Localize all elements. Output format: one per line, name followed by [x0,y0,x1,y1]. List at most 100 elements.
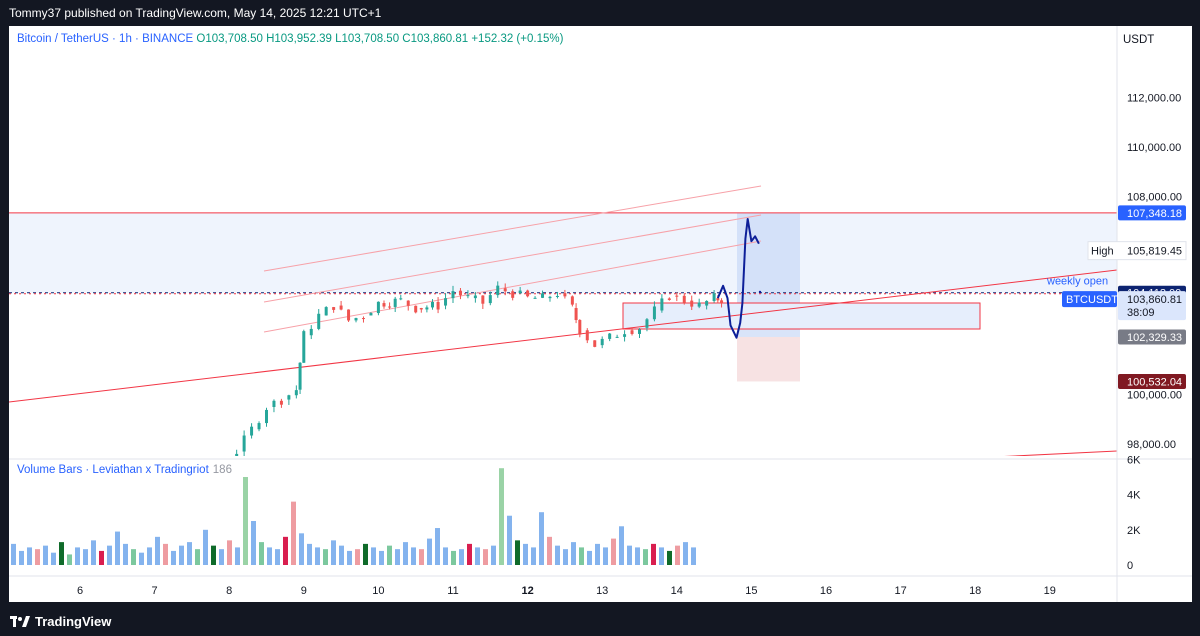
candle-body-92 [712,293,716,301]
candle-body-79 [615,336,619,338]
candle-body-56 [451,291,455,299]
volume-tick-1: 4K [1127,490,1141,502]
candle-body-46 [388,306,392,308]
candle-body-54 [436,301,440,310]
currency-label[interactable]: USDT [1123,34,1155,46]
volume-bar-39 [323,549,328,565]
volume-bar-66 [539,512,544,565]
candle-body-37 [324,307,328,316]
volume-bar-70 [571,542,576,565]
stop-tag: 100,532.04 [1127,376,1182,388]
volume-bar-9 [83,549,88,565]
volume-bar-6 [59,542,64,565]
time-label-17: 17 [894,585,906,597]
candle-body-81 [630,330,634,334]
high-tag-bg [1087,241,1187,261]
volume-bar-13 [115,531,120,565]
volume-bar-80 [651,543,656,565]
volume-bar-85 [691,547,696,565]
volume-bar-22 [187,542,192,565]
stop-tag-bg [1118,373,1186,389]
volume-bar-38 [315,547,320,565]
tradingview-logo[interactable]: TradingView [10,614,111,629]
candle-body-80 [623,334,627,337]
volume-bar-63 [515,540,520,565]
candle-body-5 [123,485,126,489]
candle-body-90 [697,302,701,307]
volume-bar-73 [595,543,600,565]
volume-bar-31 [259,542,264,565]
candle-body-75 [585,330,589,341]
price-pane [9,185,1117,489]
volume-bar-43 [355,549,360,565]
price-tick-0: 112,000.00 [1127,93,1181,105]
candle-body-27 [257,423,261,430]
candle-body-4 [117,485,120,488]
last-price-tag-bg [1118,291,1186,321]
symbol-name[interactable]: Bitcoin / TetherUS · 1h · BINANCE [17,33,194,45]
candle-body-28 [265,409,268,424]
candle-body-43 [369,313,373,316]
time-label-11: 11 [447,585,458,597]
rising-trendline [9,269,1117,403]
volume-bar-20 [171,550,176,565]
candle-body-88 [682,295,686,303]
volume-indicator-name: Volume Bars · Leviathan x Tradingriot [17,464,209,476]
volume-bar-23 [195,549,200,565]
candle-body-40 [347,309,351,321]
high-tag-label: High [1091,246,1114,258]
candle-body-50 [414,305,418,313]
volume-bar-41 [339,545,344,565]
volume-bar-1 [19,550,24,565]
ohlc-values: O103,708.50 H103,952.39 L103,708.50 C103… [196,33,564,45]
time-label-15: 15 [745,585,757,597]
volume-bar-2 [27,547,32,565]
volume-bar-57 [467,543,472,565]
volume-tick-0: 6K [1127,454,1141,466]
candle-body-41 [354,318,358,321]
projection-path [716,218,760,339]
bar-countdown: 38:09 [1127,307,1155,319]
candle-body-67 [533,297,537,299]
candle-body-34 [302,331,306,363]
candle-body-48 [399,298,403,300]
candle-body-38 [332,307,336,310]
candle-body-82 [638,329,641,334]
volume-bar-48 [395,549,400,565]
volume-bar-37 [307,543,312,565]
tradingview-logo-icon [10,615,30,627]
volume-bar-27 [227,540,232,565]
time-label-8: 8 [226,585,232,597]
volume-indicator-title[interactable]: Volume Bars · Leviathan x Tradingriot 186 [17,464,232,476]
volume-bar-59 [483,549,488,565]
volume-bar-8 [75,547,80,565]
candle-body-61 [488,295,492,304]
volume-bar-81 [659,547,664,565]
candle-body-74 [578,320,582,335]
chart-panel[interactable] [9,26,1192,602]
candle-body-44 [376,301,380,314]
volume-bar-30 [251,521,256,565]
position-loss-zone [737,336,800,382]
candle-body-30 [279,400,283,405]
volume-bar-78 [635,547,640,565]
candle-body-57 [458,290,462,296]
volume-bar-11 [99,550,104,565]
candle-body-18 [198,460,201,461]
time-label-13: 13 [596,585,608,597]
candle-body-24 [235,453,239,456]
volume-bar-64 [523,543,528,565]
volume-bar-18 [155,536,160,565]
volume-bar-14 [123,543,128,565]
time-label-14: 14 [671,585,683,597]
volume-bar-76 [619,526,624,565]
candle-body-17 [192,460,195,461]
price-tick-2: 108,000.00 [1127,192,1182,204]
candle-body-33 [298,362,302,390]
volume-bar-56 [459,549,464,565]
volume-bar-72 [587,550,592,565]
candle-body-51 [419,308,423,310]
volume-bar-16 [139,552,144,565]
volume-bar-17 [147,547,152,565]
